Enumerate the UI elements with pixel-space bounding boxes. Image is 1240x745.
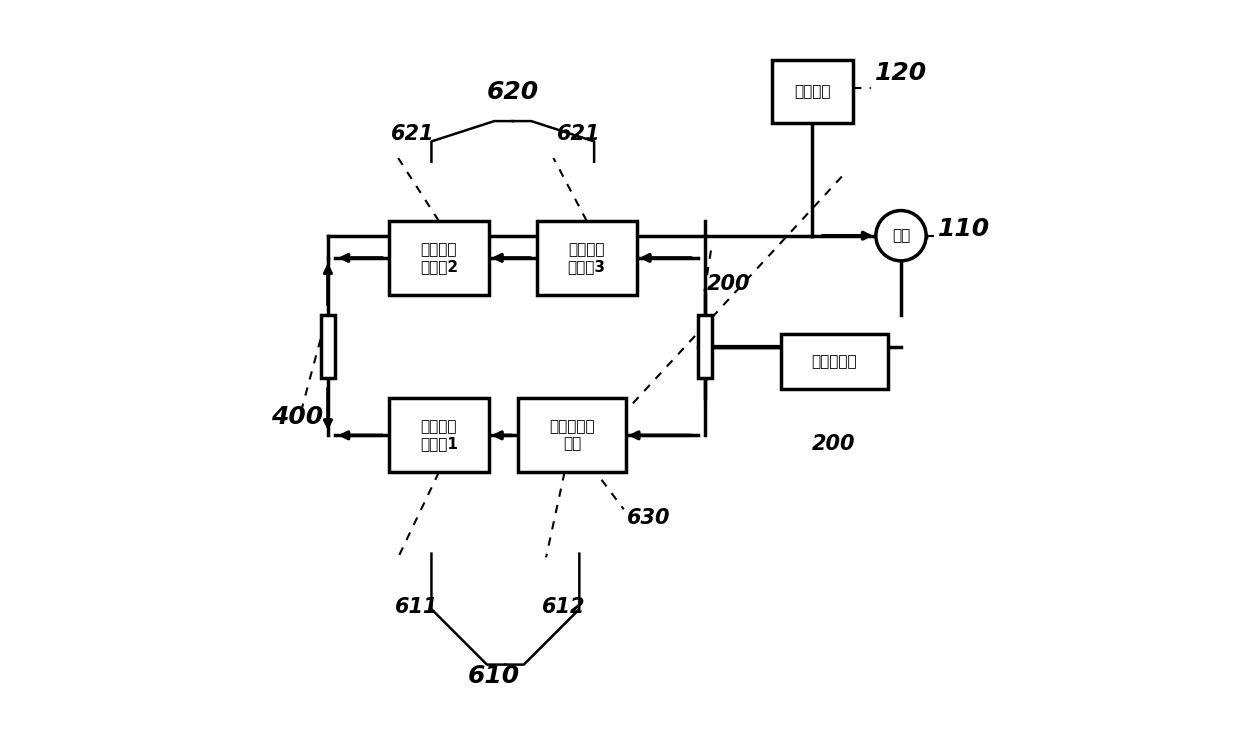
Text: 120: 120 — [875, 61, 928, 86]
Text: 612: 612 — [542, 597, 585, 617]
Text: 乘客座椅
加热器1: 乘客座椅 加热器1 — [420, 419, 458, 451]
Bar — [537, 221, 636, 295]
Bar — [781, 334, 888, 389]
Text: 调节水箱: 调节水箱 — [794, 84, 831, 99]
Text: 110: 110 — [937, 217, 990, 241]
Text: 621: 621 — [391, 124, 434, 144]
Text: 驾驶座椅加
热器: 驾驶座椅加 热器 — [549, 419, 595, 451]
Text: 乘客座椅
加热器2: 乘客座椅 加热器2 — [420, 241, 458, 274]
Text: 611: 611 — [394, 597, 438, 617]
Bar — [698, 315, 713, 378]
Bar — [389, 399, 489, 472]
Bar — [389, 221, 489, 295]
Bar — [518, 399, 625, 472]
Text: 621: 621 — [557, 124, 600, 144]
Text: 200: 200 — [812, 434, 856, 454]
Text: 400: 400 — [272, 405, 324, 429]
Text: 620: 620 — [487, 80, 539, 104]
Text: 200: 200 — [707, 273, 750, 294]
Text: 乘客座椅
加热器3: 乘客座椅 加热器3 — [568, 241, 605, 274]
Text: 加热电阻器: 加热电阻器 — [812, 354, 857, 369]
Text: 610: 610 — [469, 664, 521, 688]
Circle shape — [875, 211, 926, 261]
Bar — [771, 60, 853, 123]
Bar — [320, 315, 335, 378]
Text: 630: 630 — [627, 508, 671, 528]
Text: 水泵: 水泵 — [892, 228, 910, 243]
